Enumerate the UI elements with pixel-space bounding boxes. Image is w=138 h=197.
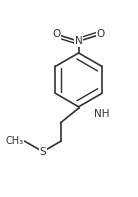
Text: N: N: [75, 36, 83, 46]
Text: NH: NH: [94, 109, 109, 119]
Text: O: O: [52, 29, 61, 39]
Text: S: S: [39, 147, 46, 157]
Text: O: O: [97, 29, 105, 39]
Text: CH₃: CH₃: [5, 136, 23, 146]
